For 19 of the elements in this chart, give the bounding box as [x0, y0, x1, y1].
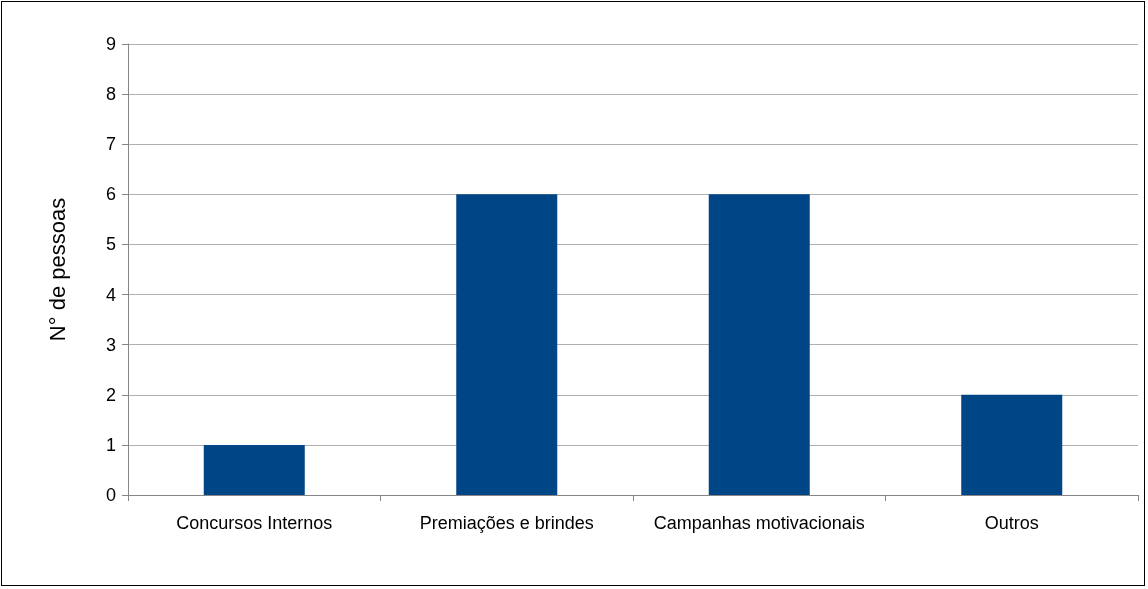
- y-tick-label: 2: [105, 384, 116, 405]
- y-tick-label: 1: [105, 434, 116, 455]
- y-tick-label: 9: [105, 34, 116, 54]
- y-tick-label: 7: [105, 134, 116, 155]
- bar: [456, 194, 558, 495]
- bar: [708, 194, 810, 495]
- bar: [203, 444, 305, 495]
- y-axis-title: N° de pessoas: [44, 197, 70, 342]
- bar: [961, 394, 1063, 495]
- x-tick-label: Premiações e brindes: [419, 513, 594, 533]
- y-tick-label: 6: [105, 184, 116, 205]
- y-tick-label: 0: [105, 485, 116, 505]
- x-tick-label: Campanhas motivacionais: [653, 513, 865, 533]
- y-tick-label: 5: [105, 234, 116, 255]
- x-tick-label: Outros: [984, 513, 1039, 533]
- x-tick-label: Concursos Internos: [176, 513, 333, 533]
- y-tick-label: 8: [105, 84, 116, 105]
- y-tick-label: 3: [105, 334, 116, 355]
- y-tick-label: 4: [105, 284, 116, 305]
